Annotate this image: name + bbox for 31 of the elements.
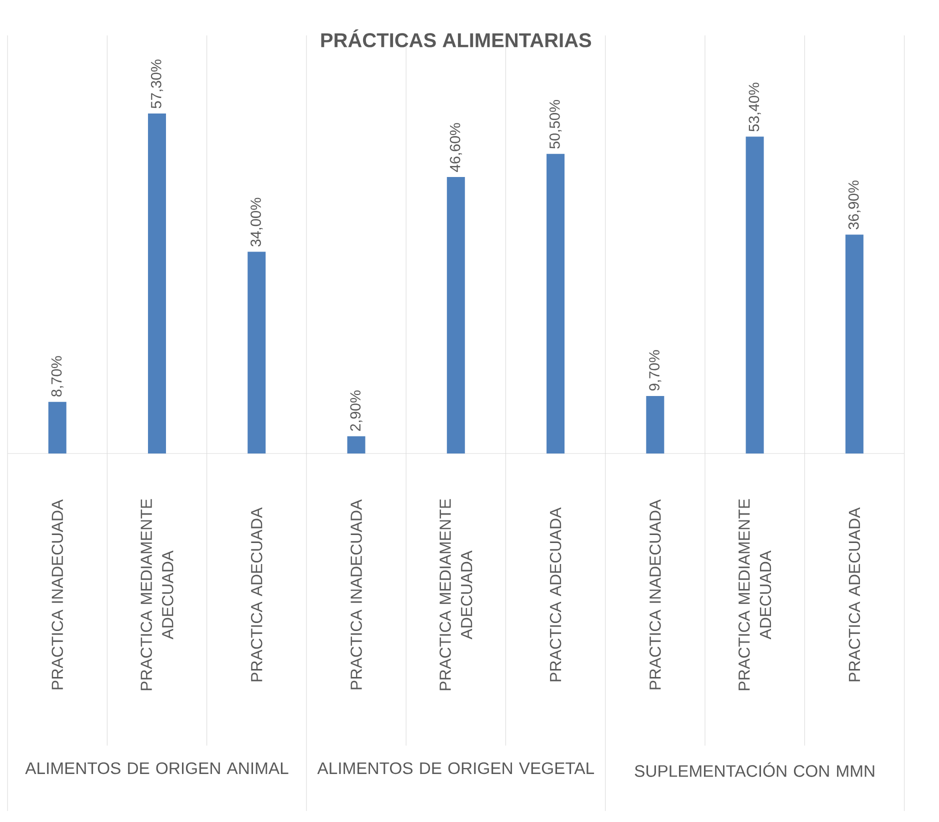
data-label: 36,90% bbox=[848, 180, 861, 230]
bar bbox=[48, 402, 66, 454]
bar bbox=[845, 234, 864, 454]
data-label: 34,00% bbox=[250, 198, 263, 247]
data-label: 46,60% bbox=[450, 123, 462, 172]
text: ALIMENTOS DE ORIGEN VEGETAL bbox=[317, 762, 594, 774]
bar bbox=[546, 154, 565, 454]
x-tick-label: PRACTICA ADECUADA bbox=[250, 508, 262, 682]
data-label: 57,30% bbox=[150, 60, 164, 108]
chart-title: PRÁCTICAS ALIMENTARIAS bbox=[321, 30, 592, 48]
bar bbox=[148, 114, 166, 454]
x-tick-label: PRACTICA MEDIAMENTE ADECUADA bbox=[440, 499, 472, 690]
x-tick-label: PRACTICA ADECUADA bbox=[848, 508, 860, 682]
text: ALIMENTOS DE ORIGEN ANIMAL bbox=[25, 762, 288, 774]
bar bbox=[646, 396, 664, 454]
data-label: 8,70% bbox=[51, 356, 64, 397]
bar bbox=[248, 252, 266, 454]
bar bbox=[746, 136, 764, 454]
data-label: 2,90% bbox=[350, 390, 362, 432]
data-label: 9,70% bbox=[649, 350, 662, 391]
x-tick-label: PRACTICA ADECUADA bbox=[550, 508, 562, 682]
data-label: 53,40% bbox=[748, 82, 761, 132]
data-label: 50,50% bbox=[549, 100, 562, 149]
x-tick-label: PRACTICA MEDIAMENTE ADECUADA bbox=[140, 499, 174, 690]
bar bbox=[446, 177, 465, 454]
text: SUPLEMENTACIÓN CON MMN bbox=[634, 762, 874, 778]
x-tick-label: PRACTICA INADECUADA bbox=[650, 500, 661, 690]
x-tick-label: PRACTICA MEDIAMENTE ADECUADA bbox=[738, 499, 772, 690]
bar bbox=[347, 436, 366, 454]
x-tick-label: PRACTICA INADECUADA bbox=[350, 500, 362, 690]
x-tick-label: PRACTICA INADECUADA bbox=[52, 500, 64, 690]
